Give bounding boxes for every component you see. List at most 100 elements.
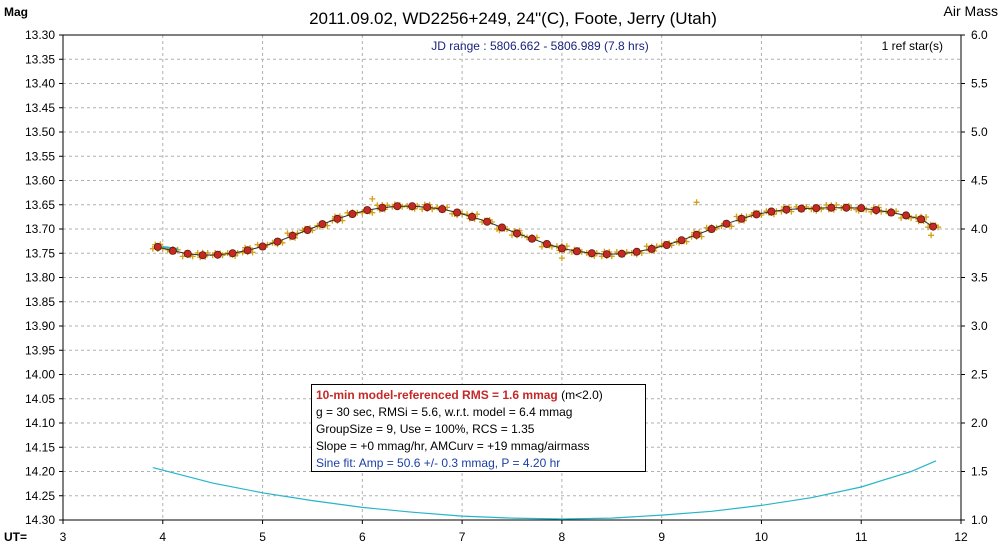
- rms-main-text: 10-min model-referenced RMS = 1.6 mmag: [316, 388, 558, 402]
- x-tick-label: 5: [259, 530, 266, 544]
- binned-point: [887, 208, 896, 217]
- binned-point: [528, 234, 537, 243]
- rms-note-text: (m<2.0): [561, 388, 603, 402]
- stats-line-3: Slope = +0 mmag/hr, AMCurv = +19 mmag/ai…: [316, 439, 590, 453]
- right-tick-label: 6.0: [971, 28, 988, 42]
- binned-point: [288, 231, 297, 240]
- binned-point: [752, 210, 761, 219]
- binned-point: [842, 203, 851, 212]
- binned-point: [542, 239, 551, 248]
- binned-point: [557, 244, 566, 253]
- x-tick-label: 4: [159, 530, 166, 544]
- left-tick-label: 13.40: [25, 77, 55, 91]
- binned-point: [602, 250, 611, 259]
- binned-point: [917, 215, 926, 224]
- binned-point: [737, 214, 746, 223]
- binned-point: [513, 229, 522, 238]
- left-tick-label: 13.95: [25, 343, 55, 357]
- binned-point: [812, 204, 821, 213]
- left-tick-label: 14.25: [25, 489, 55, 503]
- left-tick-label: 13.75: [25, 246, 55, 260]
- binned-points-series: [153, 202, 938, 260]
- stats-line-2: GroupSize = 9, Use = 100%, RCS = 1.35: [316, 422, 535, 436]
- right-tick-label: 2.5: [971, 368, 988, 382]
- x-tick-label: 8: [559, 530, 566, 544]
- right-axis-label: Air Mass: [944, 3, 998, 19]
- right-tick-label: 2.0: [971, 416, 988, 430]
- left-axis-label: Mag: [4, 5, 28, 19]
- left-tick-label: 13.60: [25, 174, 55, 188]
- binned-point: [782, 205, 791, 214]
- left-tick-label: 14.10: [25, 416, 55, 430]
- binned-point: [872, 206, 881, 215]
- right-tick-label: 5.0: [971, 125, 988, 139]
- left-tick-label: 14.30: [25, 513, 55, 527]
- x-tick-label: 3: [60, 530, 67, 544]
- binned-point: [243, 246, 252, 255]
- binned-point: [153, 242, 162, 251]
- right-tick-label: 1.5: [971, 465, 988, 479]
- x-tick-label: 9: [658, 530, 665, 544]
- binned-point: [692, 230, 701, 239]
- left-tick-label: 13.65: [25, 198, 55, 212]
- binned-point: [572, 247, 581, 256]
- binned-point: [303, 225, 312, 234]
- binned-point: [183, 249, 192, 258]
- x-tick-label: 11: [855, 530, 868, 544]
- right-tick-label: 3.5: [971, 271, 988, 285]
- raw-point: [833, 202, 840, 208]
- right-tick-label: 4.0: [971, 222, 988, 236]
- x-tick-label: 12: [954, 530, 968, 544]
- binned-point: [677, 236, 686, 245]
- binned-point: [827, 203, 836, 212]
- binned-point: [632, 247, 641, 256]
- raw-point: [558, 255, 565, 262]
- left-tick-label: 13.90: [25, 319, 55, 333]
- binned-point: [333, 214, 342, 223]
- left-tick-label: 14.20: [25, 465, 55, 479]
- left-tick-label: 13.55: [25, 149, 55, 163]
- binned-point: [929, 222, 938, 231]
- binned-point: [318, 220, 327, 229]
- chart-title: 2011.09.02, WD2256+249, 24"(C), Foote, J…: [309, 9, 717, 28]
- binned-point: [647, 244, 656, 253]
- binned-point: [198, 251, 207, 260]
- right-tick-label: 4.5: [971, 174, 988, 188]
- binned-point: [453, 208, 462, 217]
- jd-range-label: JD range : 5806.662 - 5806.989 (7.8 hrs): [431, 39, 648, 53]
- binned-point: [468, 212, 477, 221]
- left-y-axis: 13.30 13.35 13.40 13.45 13.50 13.55 13.60 13.65…: [25, 28, 63, 527]
- left-tick-label: 13.35: [25, 52, 55, 66]
- binned-point: [408, 202, 417, 211]
- binned-point: [438, 205, 447, 214]
- grid-lines: [63, 35, 961, 520]
- left-tick-label: 13.50: [25, 125, 55, 139]
- left-tick-label: 13.80: [25, 271, 55, 285]
- left-tick-label: 13.30: [25, 28, 55, 42]
- binned-point: [587, 249, 596, 258]
- binned-point: [273, 237, 282, 246]
- binned-point: [348, 209, 357, 218]
- right-tick-label: 3.0: [971, 319, 988, 333]
- airmass-series: [152, 460, 937, 520]
- raw-point: [693, 199, 700, 206]
- x-tick-label: 10: [755, 530, 769, 544]
- raw-point: [369, 195, 376, 202]
- binned-point: [902, 211, 911, 220]
- binned-point: [497, 223, 506, 232]
- stats-box: 10-min model-referenced RMS = 1.6 mmag (…: [311, 384, 646, 472]
- binned-point: [378, 203, 387, 212]
- left-tick-label: 13.70: [25, 222, 55, 236]
- right-y-axis: 6.0 5.5 5.0 4.5 4.0 3.5 3.0 2.5 2.0 1.5 1.0: [961, 28, 988, 527]
- binned-point: [767, 207, 776, 216]
- binned-point: [857, 204, 866, 213]
- binned-point: [483, 217, 492, 226]
- sine-fit-text: Sine fit: Amp = 50.6 +/- 0.3 mmag, P = 4…: [316, 456, 561, 470]
- binned-point: [423, 203, 432, 212]
- left-tick-label: 14.00: [25, 368, 55, 382]
- ref-stars-label: 1 ref star(s): [882, 39, 943, 53]
- binned-point: [722, 219, 731, 228]
- x-axis: 3 4 5 6 7 8 9 10 11 12: [60, 520, 968, 544]
- binned-point: [393, 202, 402, 211]
